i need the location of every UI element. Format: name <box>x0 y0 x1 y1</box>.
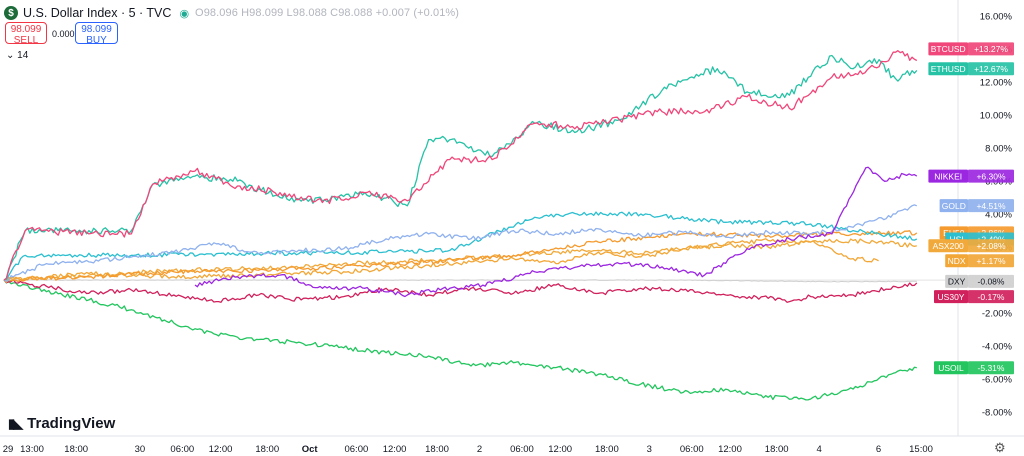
sell-label: SELL <box>13 35 39 46</box>
series-label-btcusd: BTCUSD +13.27% <box>928 42 1014 56</box>
x-tick-label: 12:00 <box>209 444 233 455</box>
y-tick-label: 8.00% <box>985 144 1012 155</box>
series-label-dxy: DXY -0.08% <box>945 274 1014 288</box>
indicators-toggle[interactable]: ⌄ 14 <box>6 50 28 61</box>
y-tick-label: 12.00% <box>980 77 1013 88</box>
series-value: -5.31% <box>978 363 1005 373</box>
series-label-usoil: USOIL -5.31% <box>934 361 1014 375</box>
x-tick-label: 12:00 <box>718 444 742 455</box>
y-tick-label: 10.00% <box>980 110 1013 121</box>
x-tick-label: 4 <box>816 444 821 455</box>
series-label-ethusd: ETHUSD +12.67% <box>928 62 1014 76</box>
x-tick-label: 12:00 <box>383 444 407 455</box>
y-tick-label: -2.00% <box>982 309 1013 320</box>
series-name: ETHUSD <box>931 64 966 74</box>
sell-button[interactable]: 98.099 SELL <box>5 22 47 46</box>
ohlc-readout: O98.096 H98.099 L98.088 C98.088 +0.007 (… <box>195 7 460 19</box>
x-tick-label: 13:00 <box>20 444 44 455</box>
series-line-ethusd[interactable] <box>3 54 918 281</box>
series-value: +6.30% <box>976 171 1006 181</box>
buy-price: 98.099 <box>81 24 112 35</box>
chart-header: $ U.S. Dollar Index · 5 · TVC ◉ O98.096 … <box>4 4 459 22</box>
x-tick-label: 18:00 <box>425 444 449 455</box>
series-label-us30y: US30Y -0.17% <box>934 290 1014 304</box>
series-value: -0.08% <box>978 277 1005 287</box>
dollar-logo-icon: $ <box>4 6 18 20</box>
series-value: +13.27% <box>974 44 1008 54</box>
series-line-eu50[interactable] <box>3 230 918 283</box>
x-tick-label: 6 <box>876 444 881 455</box>
x-tick-label: 18:00 <box>595 444 619 455</box>
y-tick-label: 4.00% <box>985 210 1012 221</box>
x-tick-label: 06:00 <box>510 444 534 455</box>
brand-name: TradingView <box>27 415 116 432</box>
series-value: +1.17% <box>976 256 1006 266</box>
series-line-gold[interactable] <box>3 204 918 282</box>
series-line-btcusd[interactable] <box>3 50 918 281</box>
series-value: +4.51% <box>976 201 1006 211</box>
series-line-ndx[interactable] <box>3 238 879 283</box>
x-tick-label: 18:00 <box>64 444 88 455</box>
x-tick-label: 15:00 <box>909 444 933 455</box>
buy-label: BUY <box>86 35 107 46</box>
y-tick-label: -8.00% <box>982 408 1013 419</box>
series-name: NIKKEI <box>934 171 962 181</box>
series-value: +2.08% <box>976 241 1006 251</box>
series-line-dxy[interactable] <box>3 279 917 283</box>
chevron-down-icon: ⌄ <box>6 50 15 61</box>
series-value: -0.17% <box>978 292 1005 302</box>
series-line-usoil[interactable] <box>3 279 917 401</box>
series-name: NDX <box>948 256 966 266</box>
series-line-nikkei[interactable] <box>194 166 918 298</box>
x-tick-label: 18:00 <box>255 444 279 455</box>
x-tick-label: 06:00 <box>344 444 368 455</box>
x-tick-label: 06:00 <box>680 444 704 455</box>
tradingview-logo[interactable]: ▮◣ TradingView <box>8 415 115 432</box>
y-tick-label: 16.00% <box>980 11 1013 22</box>
indicators-count: 14 <box>17 50 29 61</box>
x-tick-label: 12:00 <box>548 444 572 455</box>
sell-price: 98.099 <box>10 24 42 35</box>
tradingview-mark-icon: ▮◣ <box>8 415 23 431</box>
series-name: DXY <box>948 277 966 287</box>
x-tick-label: 2 <box>477 444 482 455</box>
series-line-us30y[interactable] <box>3 279 918 303</box>
series-label-asx200: ASX200 +2.08% <box>928 239 1014 253</box>
x-tick-label: 3 <box>647 444 652 455</box>
x-tick-label: 18:00 <box>765 444 789 455</box>
series-label-ndx: NDX +1.17% <box>945 254 1014 268</box>
y-tick-label: -6.00% <box>982 375 1013 386</box>
x-tick-label: Oct <box>302 444 319 455</box>
series-name: USOIL <box>938 363 964 373</box>
series-name: ASX200 <box>933 241 964 251</box>
series-label-nikkei: NIKKEI +6.30% <box>928 169 1014 183</box>
x-tick-label: 06:00 <box>170 444 194 455</box>
eye-icon[interactable]: ◉ <box>179 7 190 20</box>
series-name: US30Y <box>938 292 965 302</box>
x-tick-label: 29 <box>3 444 14 455</box>
spread-value: 0.000 <box>52 29 75 39</box>
gear-icon[interactable]: ⚙ <box>994 440 1006 455</box>
buy-button[interactable]: 98.099 BUY <box>75 22 118 46</box>
series-value: +12.67% <box>974 64 1008 74</box>
symbol-title[interactable]: U.S. Dollar Index · 5 · TVC <box>23 6 172 20</box>
series-name: BTCUSD <box>931 44 966 54</box>
series-name: GOLD <box>942 201 966 211</box>
series-label-gold: GOLD +4.51% <box>939 199 1014 213</box>
x-tick-label: 30 <box>135 444 146 455</box>
y-tick-label: -4.00% <box>982 342 1013 353</box>
